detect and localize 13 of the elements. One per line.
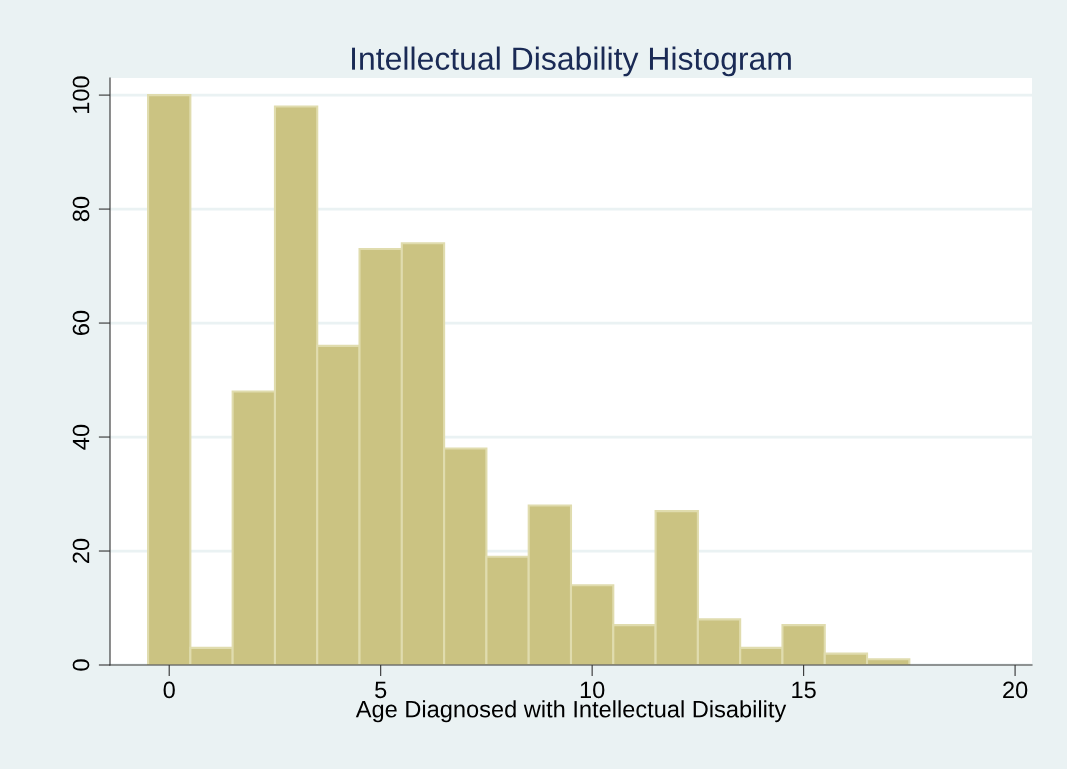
x-tick-label: 15 bbox=[792, 681, 816, 699]
x-tick-label: 0 bbox=[163, 681, 175, 699]
y-tick-label: 60 bbox=[72, 310, 90, 335]
chart-title: Intellectual Disability Histogram bbox=[352, 46, 791, 77]
x-tick-label: 10 bbox=[580, 681, 605, 699]
x-tick-label: 20 bbox=[1003, 681, 1028, 699]
x-tick-label: 5 bbox=[375, 681, 387, 699]
x-axis-title: Age Diagnosed with Intellectual Disability bbox=[355, 700, 787, 723]
y-tick-label: 20 bbox=[72, 538, 90, 563]
y-tick-label: 40 bbox=[72, 424, 90, 450]
y-tick-label: 80 bbox=[72, 196, 90, 222]
y-tick-label: 100 bbox=[72, 76, 90, 113]
y-tick-label: 0 bbox=[72, 659, 90, 671]
